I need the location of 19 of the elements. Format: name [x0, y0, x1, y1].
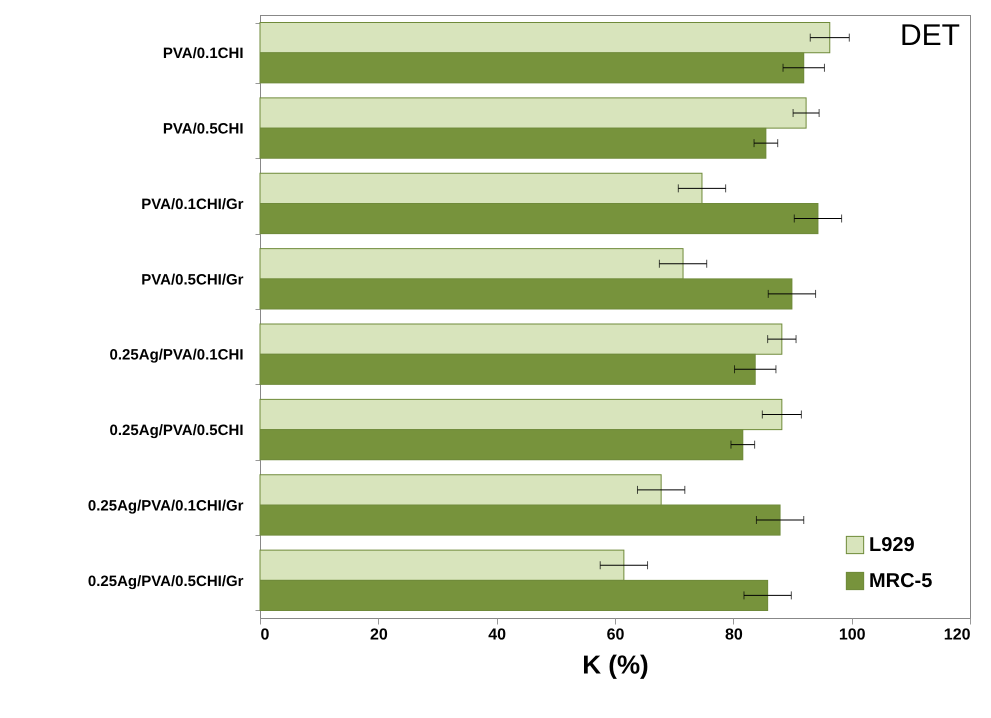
x-tick-label: 60 [606, 626, 624, 644]
y-tick-label: 0.25Ag/PVA/0.5CHI [110, 422, 244, 440]
x-tick-label: 20 [370, 626, 388, 644]
x-tick-label: 40 [488, 626, 506, 644]
y-tick-label: PVA/0.5CHI/Gr [141, 271, 244, 288]
y-tick-label: PVA/0.1CHI/Gr [141, 196, 244, 213]
y-tick-label: PVA/0.1CHI [162, 45, 244, 62]
legend-label: MRC-5 [869, 570, 932, 592]
y-tick-label: PVA/0.5CHI [162, 120, 244, 138]
x-tick-label: 120 [944, 626, 971, 644]
annotation: DET [900, 19, 960, 52]
y-tick-label: 0.25Ag/PVA/0.1CHI/Gr [88, 497, 244, 514]
y-tick-label: 0.25Ag/PVA/0.5CHI/Gr [88, 572, 244, 590]
x-tick-label: 100 [838, 626, 866, 644]
x-tick-label: 80 [724, 626, 743, 644]
y-tick-label: 0.25Ag/PVA/0.1CHI [110, 346, 244, 364]
x-tick-label: 0 [260, 626, 270, 644]
x-axis-title: K (%) [582, 650, 649, 680]
legend-label: L929 [869, 534, 915, 556]
